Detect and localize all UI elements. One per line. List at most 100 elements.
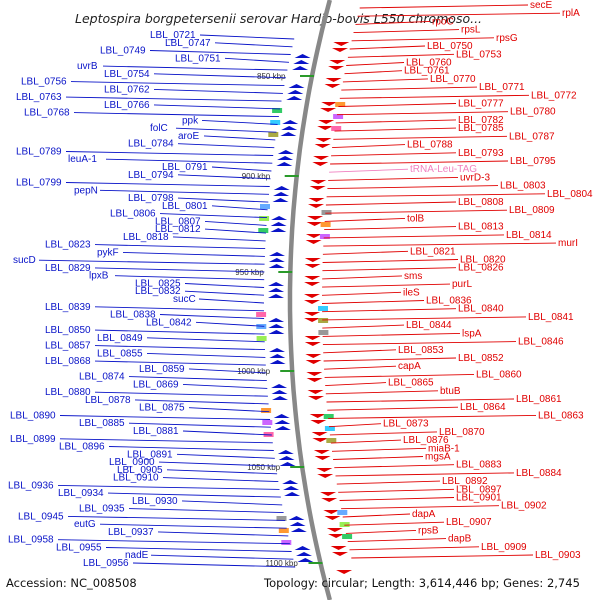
reverse-gene-arrow	[308, 198, 325, 202]
right-leader-line	[322, 332, 461, 337]
left-gene-label: LBL_0766	[104, 100, 150, 111]
forward-gene-arrow	[272, 198, 289, 202]
right-gene-label: lspA	[462, 328, 482, 339]
reverse-gene-arrow	[325, 78, 342, 82]
feature-block	[326, 438, 337, 443]
topology-text: Topology: circular; Length: 3,614,446 bp…	[263, 576, 580, 590]
left-gene-label: LBL_0842	[146, 317, 192, 328]
left-leader-line	[211, 166, 272, 172]
left-leader-line	[204, 220, 267, 226]
right-leader-line	[332, 144, 406, 149]
left-gene-label: LBL_0754	[104, 69, 150, 80]
right-leader-line	[333, 135, 508, 140]
left-leader-line	[182, 430, 272, 436]
left-leader-line	[224, 57, 290, 63]
right-leader-line	[342, 513, 411, 518]
right-leader-line	[328, 176, 459, 181]
right-gene-label: LBL_0846	[518, 337, 564, 348]
reverse-gene-arrow	[310, 420, 327, 424]
left-leader-line	[175, 127, 277, 133]
reverse-gene-arrow	[321, 498, 338, 502]
right-leader-line	[359, 4, 529, 9]
forward-gene-arrow	[276, 162, 293, 166]
left-gene-label: LBL_0784	[128, 139, 174, 150]
left-leader-line	[65, 96, 282, 102]
right-leader-line	[331, 152, 457, 157]
right-leader-line	[325, 209, 508, 214]
forward-gene-arrow	[269, 348, 285, 352]
right-leader-line	[326, 193, 546, 198]
right-gene-label: LBL_0865	[388, 378, 434, 389]
forward-gene-arrow	[290, 528, 307, 532]
left-leader-line	[166, 469, 278, 475]
right-leader-line	[344, 70, 403, 75]
left-leader-line	[102, 65, 288, 71]
left-gene-label: pepN	[74, 185, 98, 196]
right-leader-line	[351, 554, 534, 559]
forward-gene-arrow	[282, 480, 299, 484]
right-leader-line	[335, 119, 457, 124]
reverse-gene-arrow	[313, 450, 330, 454]
left-gene-label: LBL_0747	[165, 38, 211, 49]
right-leader-line	[326, 398, 515, 403]
forward-gene-arrow	[282, 120, 299, 124]
left-gene-label: LBL_0899	[10, 434, 56, 445]
right-leader-line	[342, 78, 429, 83]
right-gene-label: LBL_0892	[442, 476, 488, 487]
forward-gene-arrow	[296, 552, 312, 556]
left-leader-line	[94, 267, 265, 273]
right-leader-line	[349, 546, 480, 551]
left-leader-line	[105, 547, 292, 552]
right-gene-label: LBL_0771	[479, 82, 525, 93]
reverse-gene-arrow	[305, 234, 322, 238]
reverse-gene-arrow	[304, 264, 321, 268]
right-gene-label: LBL_0761	[404, 66, 450, 77]
right-gene-label: LBL_0876	[403, 435, 449, 446]
right-gene-label: rpoC	[432, 16, 454, 27]
reverse-gene-arrow	[314, 144, 331, 148]
right-leader-line	[325, 390, 439, 395]
right-gene-label: LBL_0777	[458, 99, 504, 110]
right-gene-label: LBL_0907	[446, 517, 492, 528]
reverse-gene-arrow	[324, 516, 341, 520]
left-leader-line	[201, 119, 278, 125]
left-gene-label: LBL_0806	[110, 209, 156, 220]
left-leader-line	[59, 415, 271, 420]
right-leader-line	[322, 308, 457, 313]
forward-gene-arrow	[271, 390, 288, 394]
reverse-gene-arrow	[317, 126, 334, 130]
right-leader-line	[334, 127, 457, 132]
left-gene-label: LBL_0875	[139, 403, 185, 414]
right-gene-label: LBL_0883	[456, 460, 502, 471]
forward-gene-arrow	[272, 396, 288, 400]
right-gene-label: sms	[404, 271, 422, 282]
left-gene-label: LBL_0794	[128, 170, 174, 181]
right-gene-label: LBL_0864	[460, 402, 506, 413]
right-leader-line	[321, 291, 402, 296]
forward-gene-arrow	[271, 216, 288, 220]
left-leader-line	[105, 158, 273, 164]
forward-gene-arrow	[268, 282, 285, 286]
left-leader-line	[188, 407, 270, 413]
reverse-gene-arrow	[332, 48, 348, 52]
left-gene-label: LBL_0763	[16, 92, 62, 103]
right-leader-line	[335, 472, 515, 477]
feature-block	[318, 318, 329, 323]
right-leader-line	[323, 234, 505, 239]
feature-block	[320, 222, 331, 227]
left-gene-label: LBL_0885	[79, 418, 125, 429]
reverse-gene-arrow	[305, 354, 322, 358]
left-gene-label: ppk	[182, 115, 199, 126]
left-gene-label: LBL_0958	[8, 535, 54, 546]
feature-block	[256, 336, 267, 341]
left-gene-label: LBL_0936	[8, 480, 54, 491]
reverse-gene-arrow	[321, 102, 338, 106]
right-gene-label: LBL_0770	[430, 74, 476, 85]
left-leader-line	[158, 461, 276, 467]
forward-gene-arrow	[268, 258, 285, 262]
forward-gene-arrow	[281, 126, 298, 130]
forward-gene-arrow	[297, 558, 314, 562]
right-leader-line	[328, 423, 382, 428]
left-gene-label: eutG	[74, 519, 96, 530]
